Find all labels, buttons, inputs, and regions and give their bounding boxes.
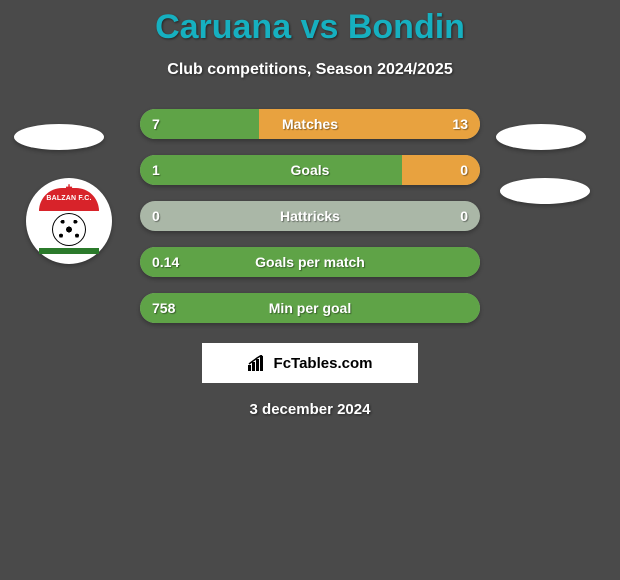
stat-bar: 1 0 Goals	[140, 155, 480, 185]
club-badge-stripe	[39, 248, 99, 254]
soccer-ball-icon	[52, 213, 86, 246]
bar-fill-left	[140, 155, 402, 185]
stat-right-value: 0	[460, 208, 468, 224]
club-badge-banner: BALZAN F.C.	[39, 188, 99, 211]
stat-left-value: 758	[152, 300, 175, 316]
stat-bar: 758 Min per goal	[140, 293, 480, 323]
club-badge-inner: ✝ BALZAN F.C.	[36, 188, 102, 254]
chart-icon	[248, 355, 268, 371]
vs-text: vs	[301, 8, 339, 46]
stat-bar: 0 0 Hattricks	[140, 201, 480, 231]
bar-fill-right	[402, 155, 480, 185]
player1-name: Caruana	[155, 8, 291, 46]
subtitle: Club competitions, Season 2024/2025	[0, 61, 620, 79]
date: 3 december 2024	[0, 401, 620, 418]
club-badge: ✝ BALZAN F.C.	[26, 178, 112, 264]
brand-text: FcTables.com	[274, 355, 373, 372]
stat-left-value: 7	[152, 116, 160, 132]
player-silhouette-placeholder	[500, 178, 590, 204]
stat-left-value: 1	[152, 162, 160, 178]
player-silhouette-placeholder	[14, 124, 104, 150]
stat-label: Hattricks	[280, 208, 340, 224]
stat-right-value: 13	[452, 116, 468, 132]
stat-bar: 0.14 Goals per match	[140, 247, 480, 277]
club-badge-label: BALZAN F.C.	[39, 188, 99, 210]
comparison-infographic: Caruana vs Bondin Club competitions, Sea…	[0, 0, 620, 580]
player2-name: Bondin	[348, 8, 465, 46]
stat-label: Min per goal	[269, 300, 351, 316]
brand-box: FcTables.com	[202, 343, 418, 383]
stat-right-value: 0	[460, 162, 468, 178]
stat-bar: 7 13 Matches	[140, 109, 480, 139]
stat-label: Goals	[291, 162, 330, 178]
stat-label: Matches	[282, 116, 338, 132]
player-silhouette-placeholder	[496, 124, 586, 150]
stat-label: Goals per match	[255, 254, 365, 270]
stat-left-value: 0.14	[152, 254, 179, 270]
stat-left-value: 0	[152, 208, 160, 224]
stats-bars: 7 13 Matches 1 0 Goals 0 0 Hattricks 0.14 Goals pe…	[140, 109, 480, 323]
page-title: Caruana vs Bondin	[0, 0, 620, 47]
